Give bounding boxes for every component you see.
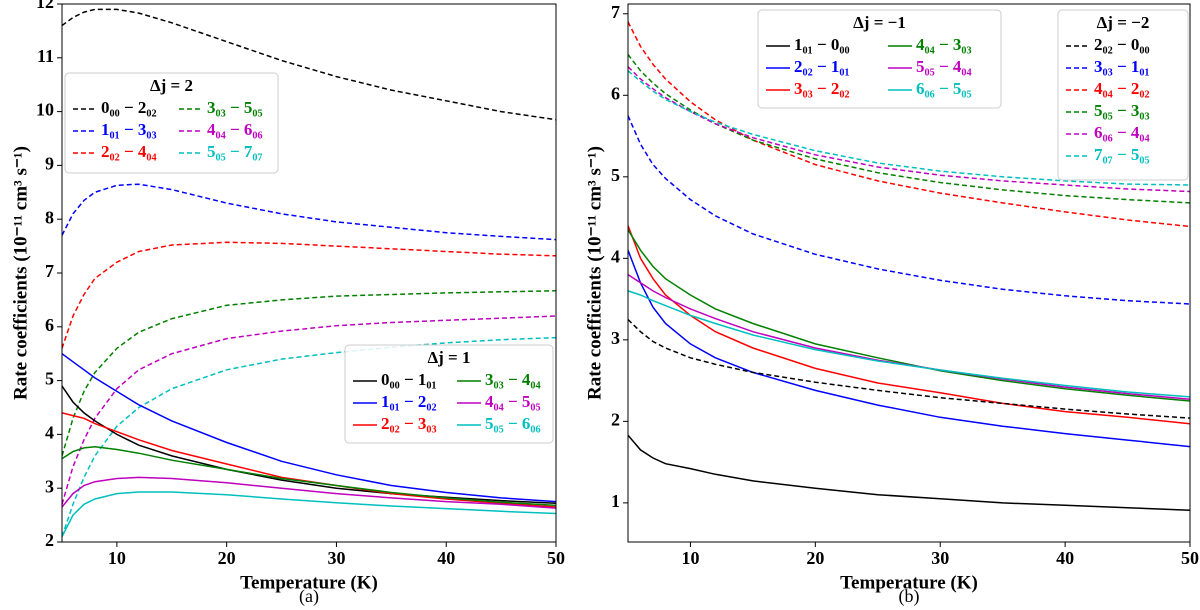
y-tick-label: 6: [45, 315, 54, 335]
curve: [62, 353, 556, 503]
y-tick-label: 7: [45, 261, 54, 281]
y-tick-label: 5: [45, 369, 54, 389]
legend-label: 2₀₂ − 0₀₀: [1094, 35, 1150, 54]
curve: [628, 229, 1190, 402]
legend-label: 4₀₄ − 5₀₅: [485, 392, 541, 411]
curve: [628, 70, 1190, 186]
y-tick-label: 9: [45, 154, 54, 174]
x-tick-label: 20: [218, 548, 236, 568]
legend-title: Δj = −2: [1097, 13, 1150, 32]
panel-caption: (a): [299, 586, 319, 607]
curve: [62, 491, 556, 537]
y-tick-label: 4: [45, 423, 54, 443]
legend-label: 4₀₄ − 6₀₆: [207, 120, 263, 139]
y-tick-label: 11: [37, 46, 54, 66]
curve: [62, 8, 556, 121]
y-tick-label: 5: [611, 165, 620, 185]
curve: [628, 434, 1190, 511]
y-axis-label: Rate coefficients (10⁻¹¹ cm³ s⁻¹): [10, 146, 31, 400]
legend-label: 0₀₀ − 1₀₁: [381, 370, 437, 389]
y-tick-label: 7: [611, 2, 620, 22]
legend-label: 5₀₅ − 3₀₃: [1094, 101, 1150, 120]
legend-label: 2₀₂ − 1₀₁: [794, 57, 850, 76]
x-tick-label: 10: [681, 548, 699, 568]
curve: [62, 412, 556, 508]
curve: [628, 273, 1190, 401]
y-tick-label: 4: [611, 246, 620, 266]
y-tick-label: 1: [611, 491, 620, 511]
curve: [62, 241, 556, 349]
curve: [62, 446, 556, 507]
legend-title: Δj = −1: [853, 13, 906, 32]
curve: [628, 225, 1190, 425]
y-tick-label: 2: [611, 409, 620, 429]
x-tick-label: 50: [1181, 548, 1199, 568]
curve: [628, 249, 1190, 448]
y-tick-label: 8: [45, 207, 54, 227]
y-axis-label: Rate coefficients (10⁻¹¹ cm³ s⁻¹): [584, 146, 605, 400]
legend-box: [757, 9, 1002, 109]
legend-label: 3₀₃ − 2₀₂: [794, 79, 850, 98]
curve: [62, 336, 556, 537]
curve: [628, 318, 1190, 419]
legend-box: [344, 344, 554, 444]
legend-label: 3₀₃ − 4₀₄: [485, 370, 541, 389]
legend-label: 1₀₁ − 3₀₃: [101, 120, 157, 139]
y-tick-label: 3: [611, 328, 620, 348]
y-tick-label: 2: [45, 530, 54, 550]
curve: [628, 54, 1190, 204]
x-tick-label: 30: [931, 548, 949, 568]
curve: [62, 315, 556, 505]
legend-label: 3₀₃ − 5₀₅: [207, 98, 263, 117]
plot-frame: [627, 3, 1191, 543]
legend-label: 1₀₁ − 2₀₂: [381, 392, 437, 411]
plot-frame: [61, 3, 557, 543]
legend-label: 5₀₅ − 4₀₄: [916, 57, 972, 76]
curve: [628, 115, 1190, 305]
curve: [62, 476, 556, 509]
x-tick-label: 40: [437, 548, 455, 568]
legend-title: Δj = 2: [150, 76, 193, 95]
y-tick-label: 10: [36, 100, 54, 120]
legend-title: Δj = 1: [427, 348, 470, 367]
y-tick-label: 12: [36, 0, 54, 12]
legend-box: [1057, 9, 1189, 181]
legend-label: 5₀₅ − 6₀₆: [485, 414, 541, 433]
legend-label: 5₀₅ − 7₀₇: [207, 142, 263, 161]
legend-label: 6₀₆ − 5₀₅: [916, 79, 972, 98]
curve: [62, 290, 556, 457]
x-tick-label: 40: [1056, 548, 1074, 568]
x-axis-label: Temperature (K): [240, 572, 378, 593]
legend-box: [64, 72, 279, 174]
legend-label: 7₀₇ − 5₀₅: [1094, 145, 1150, 164]
legend-label: 2₀₂ − 3₀₃: [381, 414, 437, 433]
legend-label: 2₀₂ − 4₀₄: [101, 142, 157, 161]
x-axis-label: Temperature (K): [840, 572, 978, 593]
legend-label: 0₀₀ − 2₀₂: [101, 98, 157, 117]
x-tick-label: 30: [327, 548, 345, 568]
x-tick-label: 50: [547, 548, 565, 568]
x-tick-label: 20: [806, 548, 824, 568]
y-tick-label: 6: [611, 83, 620, 103]
legend-label: 1₀₁ − 0₀₀: [794, 35, 850, 54]
legend-label: 3₀₃ − 1₀₁: [1094, 57, 1150, 76]
x-tick-label: 10: [108, 548, 126, 568]
curve: [628, 290, 1190, 398]
curve: [62, 183, 556, 241]
legend-label: 4₀₄ − 3₀₃: [916, 35, 972, 54]
y-tick-label: 3: [45, 476, 54, 496]
legend-label: 4₀₄ − 2₀₂: [1094, 79, 1150, 98]
panel-caption: (b): [899, 586, 920, 607]
curve: [628, 66, 1190, 193]
curve: [628, 21, 1190, 228]
legend-label: 6₀₆ − 4₀₄: [1094, 123, 1150, 142]
